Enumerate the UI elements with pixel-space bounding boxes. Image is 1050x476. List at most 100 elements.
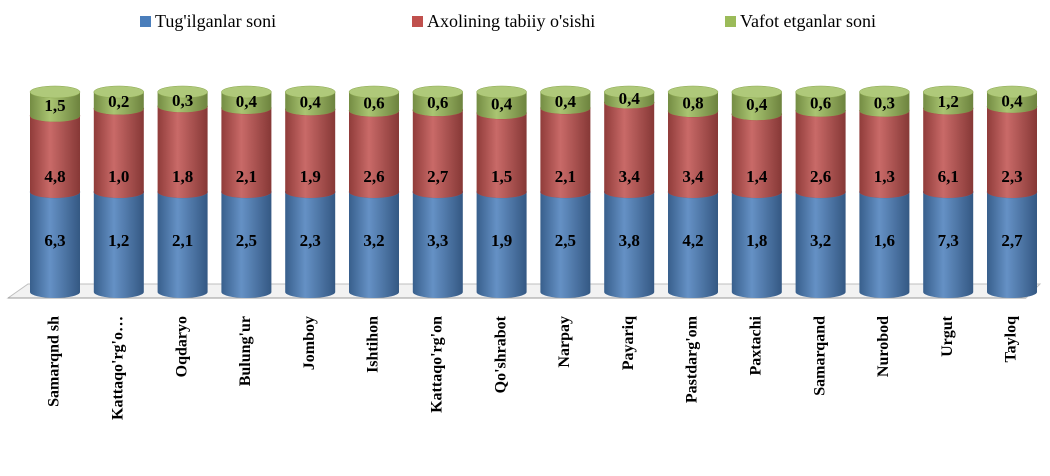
value-label: 2,3	[1001, 167, 1022, 186]
value-label: 0,6	[363, 93, 384, 112]
value-label: 0,6	[810, 93, 831, 112]
column-segment	[221, 92, 272, 114]
x-tick-label: Jomboy	[301, 316, 318, 370]
x-tick-label: Narpay	[556, 316, 573, 368]
column-segment	[476, 192, 527, 298]
column-segment	[93, 108, 144, 198]
x-tick-label: Samarqand	[811, 316, 828, 396]
column-segment	[859, 92, 910, 117]
value-label: 1,9	[491, 231, 512, 250]
legend-swatch	[412, 16, 423, 27]
segment-top	[284, 85, 336, 99]
value-label: 0,2	[108, 92, 129, 111]
value-label: 4,8	[44, 167, 65, 186]
column-segment	[540, 108, 591, 198]
x-tick-label: Pastdarg'om	[684, 315, 701, 403]
segment-top	[412, 85, 464, 99]
column-segment	[412, 110, 463, 198]
legend-swatch	[725, 16, 736, 27]
x-tick-label: Tayloq	[1003, 316, 1020, 363]
segment-top	[348, 85, 400, 99]
x-tick-label: Paxtachi	[747, 315, 764, 375]
value-label: 0,4	[491, 94, 513, 113]
column-segment	[412, 192, 463, 298]
value-label: 3,4	[682, 167, 704, 186]
value-label: 2,3	[300, 231, 321, 250]
column-segment	[923, 108, 974, 198]
value-label: 2,1	[555, 167, 576, 186]
value-label: 3,3	[427, 231, 448, 250]
value-label: 6,1	[938, 167, 959, 186]
value-label: 2,1	[236, 167, 257, 186]
x-tick-label: Urgut	[939, 315, 956, 357]
column-segment	[987, 106, 1037, 198]
column-segment	[795, 110, 846, 198]
value-label: 3,2	[810, 231, 831, 250]
segment-top	[221, 85, 272, 99]
column-segment	[285, 92, 336, 116]
column-segment	[668, 92, 718, 118]
legend-label: Vafot etganlar soni	[740, 11, 876, 31]
column-segment	[731, 192, 782, 298]
column-segment	[795, 92, 846, 117]
value-label: 7,3	[938, 231, 959, 250]
column-segment	[604, 102, 655, 198]
column-segment	[30, 92, 80, 122]
value-label: 0,4	[619, 89, 641, 108]
value-label: 2,6	[363, 167, 384, 186]
column-segment	[540, 92, 591, 114]
value-label: 0,6	[427, 93, 448, 112]
column-segment	[221, 108, 272, 198]
column-segment	[731, 92, 782, 121]
value-label: 1,6	[874, 231, 895, 250]
x-tick-label: Nurobod	[875, 316, 892, 377]
segment-top	[157, 85, 208, 99]
x-tick-label: Samarqnd sh	[46, 316, 63, 407]
value-label: 1,2	[938, 92, 959, 111]
column-segment	[987, 192, 1037, 298]
value-label: 0,4	[555, 92, 577, 111]
value-label: 0,3	[874, 93, 895, 112]
value-label: 0,8	[682, 93, 703, 112]
value-label: 0,4	[300, 93, 322, 112]
value-label: 2,7	[1001, 231, 1023, 250]
segment-top	[603, 85, 655, 99]
column-segment	[476, 113, 527, 198]
value-label: 1,5	[44, 96, 65, 115]
value-label: 1,5	[491, 167, 512, 186]
column-segment	[604, 192, 655, 298]
legend-label: Axolining tabiiy o'sishi	[427, 11, 595, 31]
x-tick-label: Kattaqo'rg'on	[428, 316, 445, 413]
column-segment	[859, 110, 910, 198]
column-segment	[157, 106, 208, 198]
column-segment	[30, 115, 80, 198]
segment-top	[795, 85, 846, 99]
column-segment	[221, 192, 272, 298]
column-segment	[349, 92, 399, 117]
value-label: 1,4	[746, 167, 768, 186]
x-tick-label: Bulung'ur	[237, 316, 254, 386]
column-segment	[859, 192, 910, 298]
column-segment	[731, 114, 782, 198]
x-tick-label: Kattaqo'rg'o…	[109, 316, 126, 420]
segment-top	[859, 85, 910, 99]
value-label: 3,4	[619, 167, 641, 186]
value-label: 1,0	[108, 167, 129, 186]
column-segment	[30, 192, 80, 298]
legend-swatch	[140, 16, 151, 27]
column-segment	[412, 92, 463, 117]
column-segment	[923, 192, 974, 298]
value-label: 2,5	[236, 231, 257, 250]
segment-top	[986, 85, 1038, 99]
value-label: 3,2	[363, 231, 384, 250]
legend-label: Tug'ilganlar soni	[155, 11, 276, 31]
value-label: 0,4	[746, 95, 768, 114]
segment-top	[476, 85, 527, 99]
value-label: 0,3	[172, 91, 193, 110]
value-label: 2,1	[172, 231, 193, 250]
x-tick-label: Qo'shrabot	[492, 315, 509, 393]
value-label: 1,2	[108, 231, 129, 250]
value-label: 4,2	[682, 231, 703, 250]
column-segment	[923, 92, 974, 115]
